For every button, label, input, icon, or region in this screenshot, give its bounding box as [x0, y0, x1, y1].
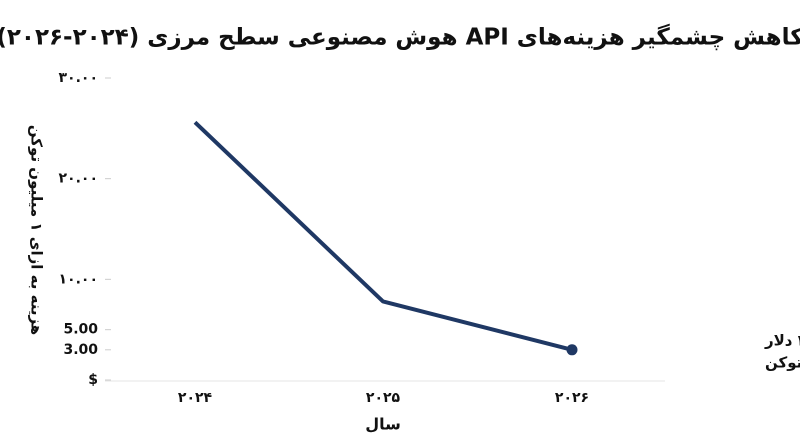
y-axis-label: هزینه به ازای ۱ میلیون توکن	[28, 125, 46, 335]
x-tick-label: ۲۰۲۵	[366, 390, 401, 406]
y-tick-label: 5.00	[63, 322, 98, 338]
annotation: به ازای ۱ میلیون توکن	[765, 354, 800, 372]
x-axis-label: سال	[365, 415, 401, 434]
x-tick-label: ۲۰۲۴	[178, 390, 213, 406]
annotation: مدل سونت ۵: ۳.۰۰ دلار	[764, 332, 800, 350]
line	[193, 120, 573, 352]
y-tick-label: ۲۰.۰۰	[59, 171, 99, 187]
y-tick-label: 3.00	[63, 342, 98, 358]
chart-title: کاهش چشمگیر هزینه‌های API هوش مصنوعی سطح…	[0, 24, 800, 51]
x-tick-label: ۲۰۲۶	[555, 390, 589, 406]
y-tick-label: $	[88, 372, 98, 388]
point	[566, 344, 578, 356]
y-tick-label: ۳۰.۰۰	[59, 70, 99, 86]
y-tick-label: ۱۰.۰۰	[59, 271, 99, 287]
